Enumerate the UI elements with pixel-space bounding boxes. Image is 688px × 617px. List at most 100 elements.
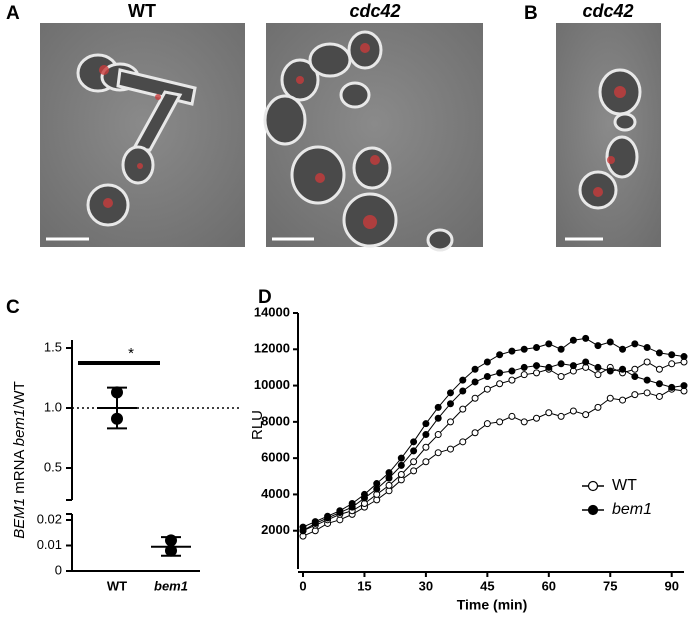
legend-marker [587, 480, 599, 492]
data-point [299, 527, 307, 535]
x-tick-label: bem1 [154, 578, 188, 593]
data-point [619, 365, 627, 373]
data-point [582, 358, 590, 366]
data-point [594, 342, 602, 350]
data-point [508, 367, 516, 375]
y-tick-label: 6000 [261, 450, 290, 465]
x-tick-label: 90 [664, 578, 678, 593]
data-point [459, 405, 467, 413]
data-point [508, 376, 516, 384]
data-point [533, 343, 541, 351]
y-axis-label: BEM1 mRNA bem1/WT [11, 381, 28, 539]
data-point [545, 340, 553, 348]
micrograph-cdc42 [263, 23, 483, 252]
data-point [557, 412, 565, 420]
data-point [533, 414, 541, 422]
data-point [557, 373, 565, 380]
x-axis-label: Time (min) [457, 597, 528, 613]
panel-label: D [258, 287, 272, 308]
data-point [594, 403, 602, 411]
data-point [324, 514, 332, 522]
annotation: * [128, 345, 134, 362]
y-tick-label: 14000 [254, 304, 290, 319]
data-point [520, 345, 528, 353]
data-point [348, 503, 356, 511]
data-point [385, 481, 393, 489]
data-point [594, 371, 602, 379]
y-tick-label: 0.5 [44, 459, 62, 474]
data-point [508, 412, 516, 420]
data-point [483, 385, 491, 393]
data-point [520, 363, 528, 371]
legend-label: WT [612, 477, 637, 494]
x-tick-label: 60 [542, 578, 556, 593]
data-point [680, 353, 688, 361]
data-point [545, 409, 553, 417]
data-point [483, 420, 491, 428]
data-point [631, 365, 639, 373]
data-point [606, 394, 614, 402]
data-point [655, 392, 663, 400]
data-point [336, 509, 344, 517]
y-tick-label: 1.0 [44, 399, 62, 414]
panel-label: C [6, 297, 20, 318]
y-tick-label: 1.5 [44, 339, 62, 354]
data-point [496, 418, 504, 426]
data-point [410, 458, 418, 466]
data-point [434, 403, 442, 411]
data-point [533, 369, 541, 377]
data-point [360, 494, 368, 502]
data-point [655, 380, 663, 388]
data-point [397, 470, 405, 478]
data-point [631, 340, 639, 348]
data-point [631, 373, 639, 380]
data-point [311, 519, 319, 527]
data-point [569, 336, 577, 344]
data-point [373, 485, 381, 493]
data-point [594, 363, 602, 371]
data-point [569, 407, 577, 415]
data-point [410, 447, 418, 455]
data-point [655, 349, 663, 357]
x-tick-label: 30 [419, 578, 433, 593]
data-point [520, 418, 528, 426]
x-tick-label: WT [107, 578, 127, 593]
data-point [643, 343, 651, 351]
data-point [410, 438, 418, 446]
legend-label: bem1 [612, 501, 652, 518]
data-point [422, 458, 430, 466]
data-point [606, 367, 614, 375]
data-point [533, 362, 541, 370]
data-point [483, 373, 491, 380]
y-tick-label: 8000 [261, 413, 290, 428]
data-point [496, 351, 504, 359]
y-axis-label: RLU [249, 410, 266, 440]
data-point [619, 345, 627, 353]
image-title: cdc42 [582, 1, 633, 21]
data-point [668, 360, 676, 368]
image-title: cdc42 [349, 1, 400, 21]
data-point [446, 445, 454, 453]
data-point [446, 418, 454, 426]
data-point [422, 431, 430, 439]
data-point [520, 371, 528, 379]
data-point [459, 438, 467, 446]
y-tick-label: 0.01 [37, 537, 62, 552]
data-point [606, 338, 614, 346]
micrograph-cdc42-b [556, 23, 661, 247]
data-point [446, 389, 454, 397]
data-point [397, 454, 405, 462]
micrograph-wt [40, 23, 245, 247]
data-point [496, 369, 504, 377]
data-point [385, 474, 393, 482]
data-point [631, 391, 639, 399]
data-point [643, 376, 651, 384]
data-point [459, 376, 467, 384]
data-point [582, 334, 590, 342]
data-point [471, 429, 479, 437]
data-point [446, 400, 454, 408]
data-point [643, 358, 651, 366]
data-point [680, 382, 688, 390]
data-point [471, 394, 479, 402]
